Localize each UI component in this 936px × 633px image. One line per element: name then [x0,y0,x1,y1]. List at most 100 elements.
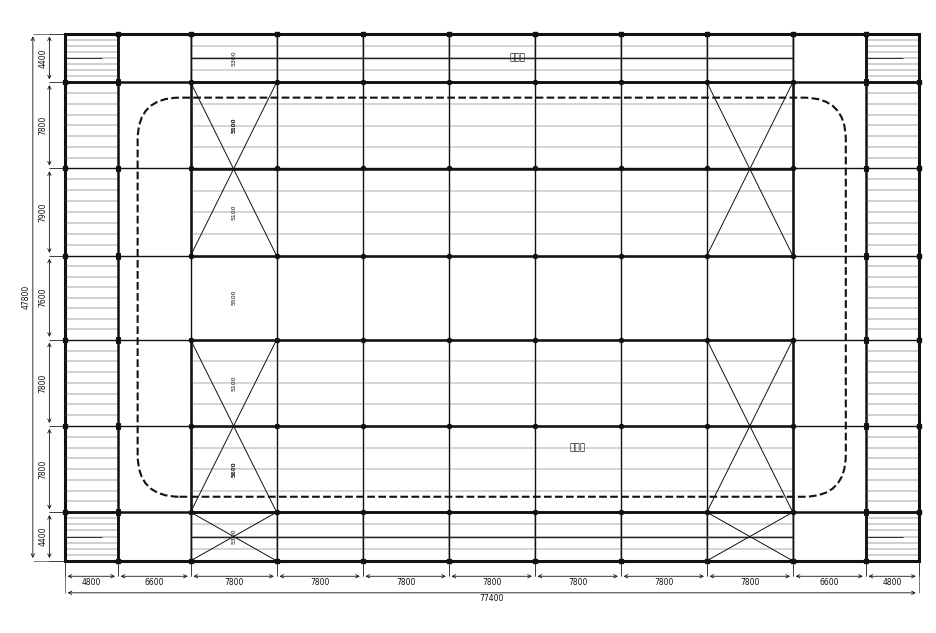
Text: 47800: 47800 [22,285,31,310]
Text: 4800: 4800 [81,578,101,587]
Bar [534,80,536,84]
Bar [275,424,278,428]
Bar [65,34,118,82]
Bar [275,254,278,258]
Bar [620,511,622,514]
Bar [864,166,868,171]
Text: 7800: 7800 [396,578,416,587]
Bar [116,80,120,85]
Bar [189,166,192,170]
Text: 休息区: 休息区 [509,53,525,63]
Bar [864,423,868,429]
Text: 4400: 4400 [38,527,48,546]
Bar [792,338,794,341]
Bar [191,34,793,82]
Text: 7800: 7800 [740,578,759,587]
Text: 7800: 7800 [654,578,674,587]
Bar [189,424,192,428]
Bar [189,511,192,514]
Bar [189,338,192,341]
Bar [534,338,536,341]
Bar [864,253,868,258]
Bar [191,82,793,256]
Bar [447,80,450,84]
Bar [361,166,364,170]
Bar [447,254,450,258]
Bar [361,338,364,341]
Text: 7800: 7800 [38,116,48,135]
Bar [864,510,868,515]
Text: 77400: 77400 [479,594,504,603]
Bar [792,80,794,84]
Bar [361,254,364,258]
Bar [447,338,450,341]
Bar [275,511,278,514]
Bar [447,511,450,514]
Text: 7800: 7800 [224,578,243,587]
Bar [620,254,622,258]
Bar [116,337,120,342]
Bar [116,510,120,515]
Bar [706,424,708,428]
Bar [447,424,450,428]
Text: 5500: 5500 [231,290,236,306]
Bar [275,166,278,170]
Bar [191,340,793,512]
Bar [792,511,794,514]
Bar [864,337,868,342]
Bar [65,512,118,561]
Bar [361,80,364,84]
Bar [706,338,708,341]
Bar [447,166,450,170]
Bar [65,34,918,561]
Bar [116,423,120,429]
Text: 7900: 7900 [38,203,48,222]
Text: 4800: 4800 [883,578,901,587]
Bar [866,512,918,561]
Bar [620,424,622,428]
Text: 7800: 7800 [482,578,502,587]
Bar [706,254,708,258]
Bar [792,424,794,428]
Bar [864,80,868,85]
Bar [116,166,120,171]
Text: 停车区: 停车区 [569,443,585,452]
Bar [866,34,918,82]
Text: 5670: 5670 [231,461,236,477]
Bar [275,338,278,341]
Text: 7800: 7800 [310,578,329,587]
Text: 5100: 5100 [231,118,236,134]
Text: 5100: 5100 [231,375,236,391]
Text: 5300: 5300 [231,50,236,66]
Bar [620,166,622,170]
Bar [620,338,622,341]
Text: 4400: 4400 [38,48,48,68]
Text: 7600: 7600 [38,288,48,308]
Bar [620,80,622,84]
Bar [361,511,364,514]
Bar [792,254,794,258]
Bar [534,424,536,428]
Bar [706,80,708,84]
Bar [189,80,192,84]
Bar [361,424,364,428]
Text: 7800: 7800 [38,460,48,479]
Text: 7800: 7800 [38,373,48,392]
Bar [116,253,120,258]
Bar [534,254,536,258]
Text: 6600: 6600 [820,578,839,587]
Text: 5100: 5100 [231,204,236,220]
Bar [706,166,708,170]
Bar [706,511,708,514]
Bar [189,254,192,258]
Bar [275,80,278,84]
Text: 5300: 5300 [231,529,236,544]
Bar [534,166,536,170]
Bar [191,512,793,561]
Text: 5500: 5500 [231,118,236,133]
Bar [534,511,536,514]
Text: 7800: 7800 [568,578,588,587]
Bar [792,166,794,170]
Text: 6600: 6600 [144,578,164,587]
Text: 5100: 5100 [231,461,236,477]
